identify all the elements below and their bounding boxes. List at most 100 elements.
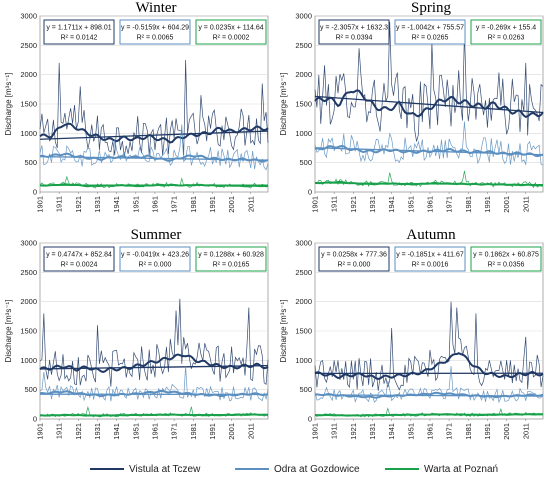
y-tick-label: 2500	[20, 41, 37, 50]
annual-line	[314, 366, 544, 404]
x-tick-label: 1981	[189, 196, 198, 213]
legend-swatch-warta	[385, 468, 419, 470]
series-warta	[39, 405, 269, 418]
legend-swatch-odra	[235, 468, 269, 470]
legend-item-warta: Warta at Poznań	[385, 462, 498, 476]
annual-line	[39, 59, 269, 157]
equation-text: y = -0.1851x + 411.67	[396, 252, 464, 259]
equation-box-border	[43, 246, 115, 272]
legend: Vistula at Tczew Odra at Gozdowice Warta…	[0, 455, 550, 481]
equation-text: y = -1.0042x + 755.57	[396, 25, 464, 32]
equation-box: y = 0.0258x + 777.36 R² = 0.000	[318, 246, 390, 272]
panel-title: Summer	[131, 227, 182, 243]
x-tick-label: 1951	[406, 423, 415, 440]
r-squared-text: R² = 0.000	[338, 262, 371, 269]
y-tick-label: 3000	[20, 239, 37, 248]
trend-line	[314, 147, 544, 156]
r-squared-text: R² = 0.0356	[488, 262, 525, 269]
equation-box-border	[394, 19, 466, 45]
annual-line	[314, 21, 544, 142]
y-tick-label: 2000	[295, 70, 312, 79]
y-tick-label: 1500	[295, 100, 312, 109]
equation-text: y = -0.269x + 155.4	[476, 25, 536, 32]
x-tick-label: 1971	[445, 423, 454, 440]
x-tick-label: 1981	[464, 423, 473, 440]
equation-box-border	[195, 246, 267, 272]
equation-box: y = -1.0042x + 755.57 R² = 0.0265	[394, 19, 466, 45]
series-warta	[314, 407, 544, 418]
y-tick-label: 1500	[20, 327, 37, 336]
x-tick-label: 1941	[112, 423, 121, 440]
x-tick-label: 1931	[368, 423, 377, 440]
series-vistula	[39, 59, 269, 157]
y-tick-label: 500	[24, 158, 37, 167]
x-tick-label: 1971	[170, 423, 179, 440]
r-squared-text: R² = 0.0142	[61, 35, 98, 42]
x-tick-label: 1931	[93, 423, 102, 440]
y-tick-label: 3000	[295, 239, 312, 248]
series-odra	[314, 366, 544, 404]
y-tick-label: 0	[308, 415, 312, 424]
series-vistula	[314, 21, 544, 142]
panel-spring: 0 500 1000 1500 2000 2500 3000 1901 1911 1921 1931…	[279, 0, 544, 213]
x-tick-label: 1911	[330, 196, 339, 212]
equation-text: y = -0.0419x + 423.26	[121, 252, 189, 259]
x-tick-label: 1961	[150, 196, 159, 213]
x-tick-label: 1991	[483, 196, 492, 213]
y-tick-label: 1000	[295, 129, 312, 138]
panel-summer: 0 500 1000 1500 2000 2500 3000 1901 1911 1921 1931…	[4, 227, 269, 440]
equation-text: y = 0.1862x + 60.875	[473, 252, 539, 259]
x-tick-label: 2001	[227, 423, 236, 440]
x-tick-label: 2011	[521, 196, 530, 212]
x-tick-label: 2001	[502, 423, 511, 440]
series-vistula	[39, 298, 269, 387]
r-squared-text: R² = 0.0263	[488, 35, 525, 42]
equation-box: y = 1.1711x + 898.01 R² = 0.0142	[43, 19, 115, 45]
x-tick-label: 1921	[74, 196, 83, 213]
legend-item-vistula: Vistula at Tczew	[90, 462, 200, 476]
y-tick-label: 2000	[20, 297, 37, 306]
equation-box-border	[318, 246, 390, 272]
trend-line	[39, 413, 269, 417]
equation-box-border	[195, 19, 267, 45]
y-tick-label: 2500	[295, 41, 312, 50]
x-tick-label: 2001	[227, 196, 236, 213]
trend-line	[314, 413, 544, 417]
y-tick-label: 1500	[295, 327, 312, 336]
series-odra	[314, 121, 544, 166]
x-tick-label: 1941	[387, 423, 396, 440]
equation-box-border	[394, 246, 466, 272]
equation-box: y = -0.0419x + 423.26 R² = 0.000	[119, 246, 191, 272]
equation-text: y = 0.0235x + 114.64	[198, 25, 263, 32]
panel-title: Autumn	[406, 227, 456, 243]
x-tick-label: 1931	[93, 196, 102, 213]
x-tick-label: 2011	[246, 196, 255, 212]
series-vistula	[314, 301, 544, 391]
equation-box-border	[470, 246, 542, 272]
r-squared-text: R² = 0.0016	[412, 262, 449, 269]
x-tick-label: 1911	[55, 423, 64, 439]
y-tick-label: 0	[33, 415, 37, 424]
moving-average-line	[314, 89, 544, 118]
legend-label-odra: Odra at Gozdowice	[274, 463, 360, 475]
x-tick-label: 1991	[483, 423, 492, 440]
y-tick-label: 500	[299, 385, 312, 394]
x-tick-label: 1971	[445, 196, 454, 213]
equation-box: y = -2.3057x + 1632.3 R² = 0.0394	[318, 19, 390, 45]
x-tick-label: 1951	[406, 196, 415, 213]
y-tick-label: 1500	[20, 100, 37, 109]
equation-box-border	[119, 19, 191, 45]
x-tick-label: 2001	[502, 196, 511, 213]
panel-title: Winter	[135, 0, 176, 16]
y-axis-label: Discharge [m³s⁻¹]	[279, 300, 288, 363]
series-warta	[314, 170, 544, 189]
y-tick-label: 500	[24, 385, 37, 394]
y-axis-label: Discharge [m³s⁻¹]	[4, 300, 13, 363]
x-tick-label: 1901	[311, 196, 320, 213]
moving-average-line	[39, 122, 269, 144]
legend-item-odra: Odra at Gozdowice	[235, 462, 360, 476]
y-tick-label: 3000	[20, 12, 37, 21]
annual-line	[39, 124, 269, 171]
y-tick-label: 1000	[20, 356, 37, 365]
x-tick-label: 1941	[387, 196, 396, 213]
